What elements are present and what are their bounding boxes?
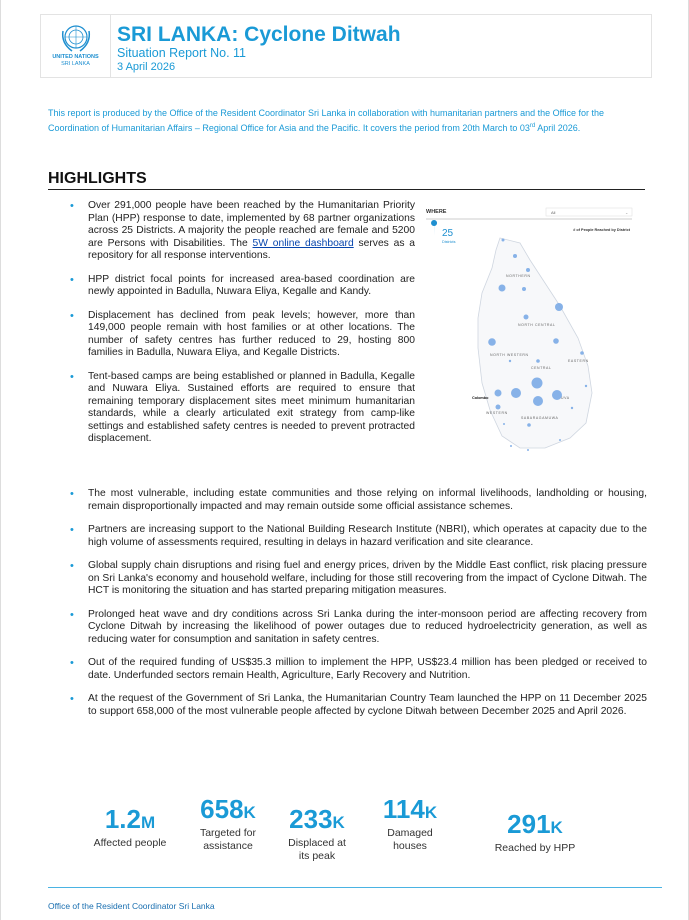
district-bubble[interactable] (495, 404, 501, 410)
key-figures: 1.2M Affected people 658K Targeted for ass… (80, 795, 600, 865)
highlights-heading: HIGHLIGHTS (48, 170, 147, 187)
district-bubble[interactable] (510, 445, 512, 447)
stat-affected: 1.2M Affected people (93, 804, 167, 849)
stat-targeted: 658K Targeted for assistance (199, 794, 257, 852)
stat-reached: 291K Reached by HPP (494, 809, 576, 854)
region-label: WESTERN (486, 411, 508, 415)
where-label: WHERE (426, 209, 447, 215)
un-emblem-icon (61, 25, 90, 52)
region-label: UVA (561, 396, 570, 400)
report-subtitle: Situation Report No. 11 (117, 46, 247, 60)
district-bubble[interactable] (527, 449, 529, 451)
district-bubble[interactable] (559, 439, 561, 441)
org-name: UNITED NATIONS (52, 54, 99, 60)
district-count: 25 (442, 228, 454, 239)
district-bubble[interactable] (513, 254, 517, 258)
footer-text: Office of the Resident Coordinator Sri L… (48, 901, 215, 911)
report-header: UNITED NATIONS SRI LANKA SRI LANKA: Cycl… (40, 14, 652, 78)
district-bubble[interactable] (553, 338, 559, 344)
region-label: NORTHERN (506, 274, 531, 278)
org-country: SRI LANKA (61, 60, 90, 67)
region-label: EASTERN (568, 359, 589, 363)
divider (48, 189, 645, 190)
district-bubble[interactable] (580, 351, 584, 355)
list-item: Over 291,000 people have been reached by… (70, 200, 415, 263)
district-bubble[interactable] (555, 303, 563, 311)
district-bubble[interactable] (508, 359, 512, 363)
district-bubble[interactable] (552, 390, 562, 400)
district-map: WHERE All ⌄ 25 Districts # of People Rea… (420, 198, 643, 466)
district-bubble[interactable] (522, 287, 526, 291)
chevron-down-icon: ⌄ (625, 210, 628, 215)
list-item: Partners are increasing support to the N… (70, 524, 647, 549)
highlights-list-continued: The most vulnerable, including estate co… (70, 488, 647, 729)
district-count-label: Districts (442, 240, 456, 244)
district-bubble[interactable] (501, 238, 505, 242)
district-bubble[interactable] (494, 389, 502, 397)
district-bubble[interactable] (488, 338, 496, 346)
footer-divider (48, 887, 662, 888)
region-label: NORTH CENTRAL (518, 323, 556, 327)
region-label: CENTRAL (531, 366, 552, 370)
un-logo: UNITED NATIONS SRI LANKA (41, 15, 111, 77)
district-bubble[interactable] (570, 406, 574, 410)
list-item: Global supply chain disruptions and risi… (70, 560, 647, 598)
report-title: SRI LANKA: Cyclone Ditwah (117, 23, 401, 46)
district-bubble[interactable] (503, 423, 505, 425)
district-bubble[interactable] (511, 388, 521, 398)
dashboard-link[interactable]: 5W online dashboard (252, 237, 354, 249)
stat-damaged-houses: 114K Damaged houses (382, 794, 438, 852)
city-label: Colombo (472, 396, 489, 400)
map-legend: # of People Reached by District (573, 228, 630, 232)
district-bubble[interactable] (533, 396, 543, 406)
list-item: Displacement has declined from peak leve… (70, 310, 415, 360)
district-bubble[interactable] (526, 268, 530, 272)
stat-displaced: 233K Displaced at its peak (288, 804, 346, 862)
list-item: At the request of the Government of Sri … (70, 693, 647, 718)
district-bubble[interactable] (531, 377, 543, 389)
report-date: 3 April 2026 (117, 61, 176, 73)
list-item: The most vulnerable, including estate co… (70, 488, 647, 513)
sri-lanka-outline (477, 237, 593, 449)
region-label: NORTH WESTERN (490, 353, 529, 357)
filter-dropdown[interactable] (545, 207, 633, 217)
list-item: Tent-based camps are being established o… (70, 371, 415, 446)
list-item: HPP district focal points for increased … (70, 274, 415, 299)
list-item: Out of the required funding of US$35.3 m… (70, 657, 647, 682)
highlights-list: Over 291,000 people have been reached by… (70, 200, 415, 457)
location-pin-icon (431, 220, 438, 236)
region-label: SABARAGAMUWA (521, 416, 558, 420)
filter-value: All (551, 210, 556, 215)
intro-text: This report is produced by the Office of… (48, 108, 604, 133)
district-bubble[interactable] (584, 384, 588, 388)
district-bubble[interactable] (536, 359, 540, 363)
district-bubble[interactable] (527, 423, 531, 427)
list-item: Prolonged heat wave and dry conditions a… (70, 609, 647, 647)
district-bubble[interactable] (498, 284, 506, 292)
district-bubble[interactable] (523, 314, 529, 320)
